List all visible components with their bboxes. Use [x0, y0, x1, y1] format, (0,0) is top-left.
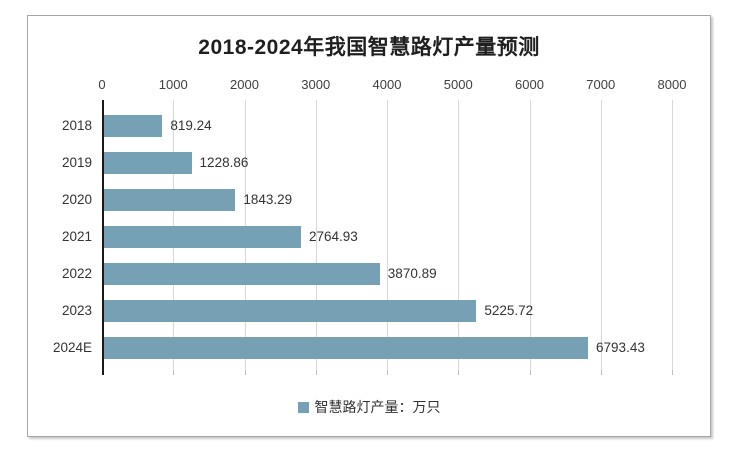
category-label: 2020 [61, 192, 92, 207]
x-axis-tick [387, 370, 388, 375]
x-tick-label: 5000 [443, 77, 473, 92]
legend: 智慧路灯产量：万只 [28, 397, 710, 417]
bar [104, 189, 236, 211]
bar-value-label: 3870.89 [387, 266, 437, 281]
bar [104, 115, 163, 137]
x-tick-label: 3000 [301, 77, 331, 92]
gridline [458, 100, 460, 370]
gridline [315, 100, 317, 370]
x-tick-label: 2000 [230, 77, 259, 92]
x-axis-tick [458, 370, 460, 375]
x-axis-tick [173, 370, 175, 375]
x-axis-tick [315, 370, 317, 375]
bar [104, 226, 301, 248]
x-axis-tick [529, 370, 531, 375]
x-tick-label: 1000 [158, 77, 188, 92]
category-label: 2024E [52, 340, 92, 355]
bar-value-label: 6793.43 [596, 340, 645, 355]
x-tick-label: 8000 [657, 77, 687, 92]
legend-label: 智慧路灯产量：万只 [314, 399, 441, 415]
x-axis-tick [244, 370, 246, 375]
category-label: 2023 [61, 303, 92, 318]
chart-title: 2018-2024年我国智慧路灯产量预测 [198, 36, 540, 59]
gridline [387, 100, 388, 370]
bar-value-label: 5225.72 [484, 303, 534, 318]
bar [104, 300, 477, 322]
y-axis-line [102, 100, 104, 375]
chart-frame: 2018-2024年我国智慧路灯产量预测 0 1000 2000 3000 4000 50… [27, 15, 711, 437]
legend-square-marker-icon [297, 401, 309, 413]
category-label: 2021 [61, 229, 92, 244]
bar [104, 152, 192, 174]
bar-value-label: 2764.93 [309, 229, 358, 244]
bar-value-label: 1843.29 [243, 192, 293, 207]
x-tick-label: 7000 [586, 77, 616, 92]
category-label: 2022 [61, 266, 92, 281]
gridline [600, 100, 602, 370]
gridline [672, 100, 673, 370]
x-tick-label: 0 [98, 77, 106, 92]
category-label: 2019 [61, 155, 92, 170]
bar [104, 263, 380, 285]
gridline [529, 100, 531, 370]
x-tick-label: 4000 [372, 77, 402, 92]
bar-value-label: 819.24 [170, 118, 212, 133]
category-label: 2018 [61, 118, 92, 133]
x-tick-label: 6000 [515, 77, 544, 92]
bar-value-label: 1228.86 [199, 155, 249, 170]
bar [104, 337, 589, 359]
x-axis-tick [600, 370, 602, 375]
x-axis-tick [672, 370, 673, 375]
